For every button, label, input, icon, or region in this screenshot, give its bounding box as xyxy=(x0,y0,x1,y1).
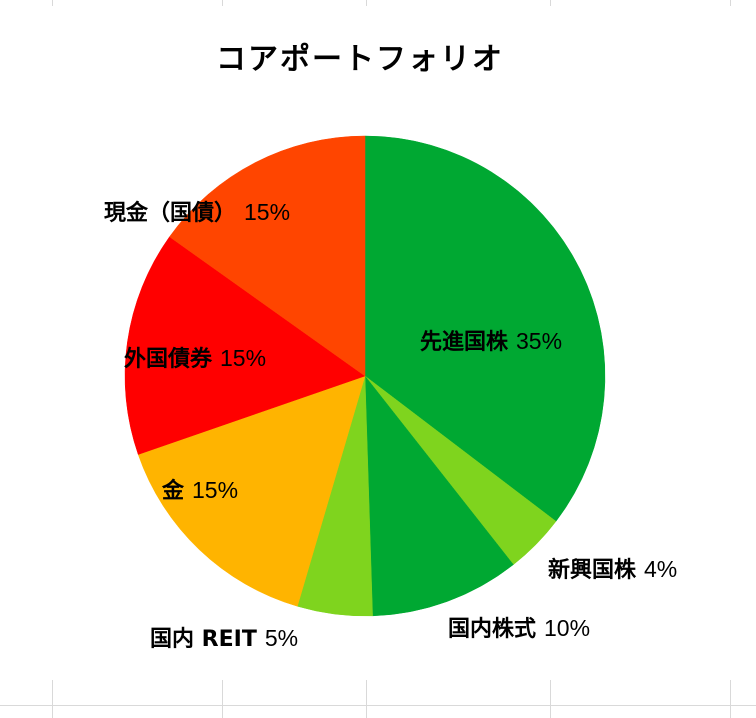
gridline xyxy=(0,705,756,706)
pie-slices xyxy=(124,135,606,617)
gridline xyxy=(222,0,223,6)
pie-slice xyxy=(364,135,606,522)
slice-label: 外国債券 15% xyxy=(124,345,266,372)
slice-label-name: 金 xyxy=(161,478,185,504)
chart-title: コアポートフォリオ xyxy=(216,42,504,77)
gridline xyxy=(550,680,551,718)
pie-slice xyxy=(364,375,514,617)
slice-label: 先進国株 35% xyxy=(420,328,562,355)
gridline xyxy=(52,680,53,718)
pie-slice xyxy=(124,236,366,455)
gridline xyxy=(366,680,367,718)
pie-labels: 先進国株 35% 新興国株 4% 国内株式 10% 国内 REIT 5% 金 15% 外国債券 15%… xyxy=(104,199,677,652)
gridline xyxy=(730,680,731,718)
slice-label: 新興国株 4% xyxy=(548,556,677,583)
gridline xyxy=(52,0,53,6)
pie-slice xyxy=(169,135,366,377)
slice-label-name: 国内株式 xyxy=(448,617,536,642)
slice-label: 現金（国債） 15% xyxy=(104,199,290,226)
slice-label-name: 先進国株 xyxy=(420,330,509,355)
slice-value-label: 15% xyxy=(244,199,290,225)
gridline xyxy=(730,0,731,6)
slice-value-label: 4% xyxy=(644,556,677,582)
slice-value-label: 35% xyxy=(516,328,562,354)
gridline xyxy=(550,0,551,6)
slice-label-name: 外国債券 xyxy=(124,346,213,372)
slice-value-label: 5% xyxy=(265,625,298,651)
slice-label-name: 新興国株 xyxy=(548,557,637,583)
pie-slice xyxy=(137,375,366,607)
slice-label: 国内 REIT 5% xyxy=(150,625,298,652)
slice-label: 国内株式 10% xyxy=(448,615,590,642)
slice-value-label: 15% xyxy=(192,477,238,503)
slice-label-name: 国内 REIT xyxy=(150,627,257,652)
slice-value-label: 10% xyxy=(544,615,590,641)
slice-value-label: 15% xyxy=(220,345,266,371)
slice-label-name: 現金（国債） xyxy=(104,200,236,226)
slice-label: 金 15% xyxy=(161,477,238,504)
gridline xyxy=(222,680,223,718)
gridline xyxy=(366,0,367,6)
